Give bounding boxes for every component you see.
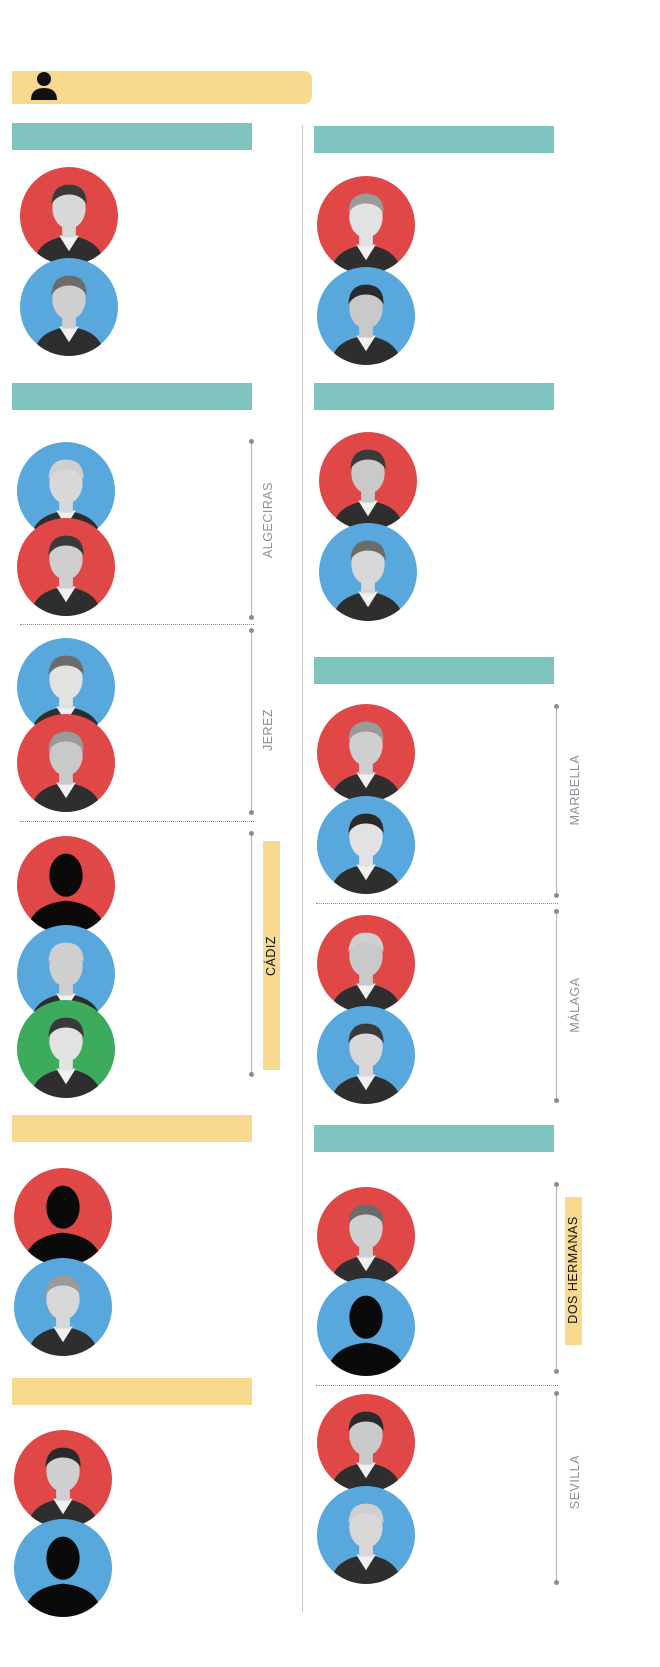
separator <box>20 624 254 625</box>
avatar <box>317 915 415 1013</box>
avatar <box>317 704 415 802</box>
city-label-marbella: MARBELLA <box>568 754 582 826</box>
avatar <box>317 796 415 894</box>
avatar <box>317 1394 415 1492</box>
range-line-algeciras <box>249 439 254 620</box>
section-bar-left-4 <box>12 1115 252 1142</box>
range-line-malaga <box>554 909 559 1103</box>
city-label-sevilla: SEVILLA <box>568 1454 582 1510</box>
silhouette-avatar <box>14 1519 112 1617</box>
legend-bar <box>12 71 312 104</box>
separator <box>316 903 558 904</box>
section-bar-right-2 <box>314 383 554 410</box>
section-bar-left-2 <box>12 383 252 410</box>
column-divider <box>302 125 303 1612</box>
avatar <box>317 267 415 365</box>
city-label-cadiz: CÁDIZ <box>264 936 278 976</box>
avatar <box>14 1258 112 1356</box>
section-bar-left-5 <box>12 1378 252 1405</box>
city-highlight <box>565 1197 582 1345</box>
avatar <box>20 167 118 265</box>
range-line-dos-hermanas <box>554 1182 559 1374</box>
person-icon <box>28 70 60 102</box>
section-bar-right-1 <box>314 126 554 153</box>
avatar <box>14 1430 112 1528</box>
separator <box>20 821 254 822</box>
range-line-jerez <box>249 628 254 815</box>
avatar <box>317 176 415 274</box>
avatar <box>317 1006 415 1104</box>
avatar <box>20 258 118 356</box>
city-label-algeciras: ALGECIRAS <box>261 481 275 559</box>
section-bar-left-1 <box>12 123 252 150</box>
avatar <box>17 714 115 812</box>
range-line-marbella <box>554 704 559 898</box>
avatar <box>319 432 417 530</box>
city-label-malaga: MÁLAGA <box>568 977 582 1033</box>
city-label-jerez: JEREZ <box>261 708 275 752</box>
avatar <box>317 1187 415 1285</box>
city-highlight <box>263 841 280 1070</box>
avatar <box>317 1486 415 1584</box>
city-label-dos-hermanas: DOS HERMANAS <box>566 1216 580 1324</box>
section-bar-right-4 <box>314 1125 554 1152</box>
section-bar-right-3 <box>314 657 554 684</box>
range-line-cadiz <box>249 831 254 1077</box>
avatar <box>319 523 417 621</box>
silhouette-avatar <box>317 1278 415 1376</box>
separator <box>316 1385 558 1386</box>
avatar <box>17 1000 115 1098</box>
silhouette-avatar <box>14 1168 112 1266</box>
avatar <box>17 518 115 616</box>
silhouette-avatar <box>17 836 115 934</box>
range-line-sevilla <box>554 1391 559 1585</box>
